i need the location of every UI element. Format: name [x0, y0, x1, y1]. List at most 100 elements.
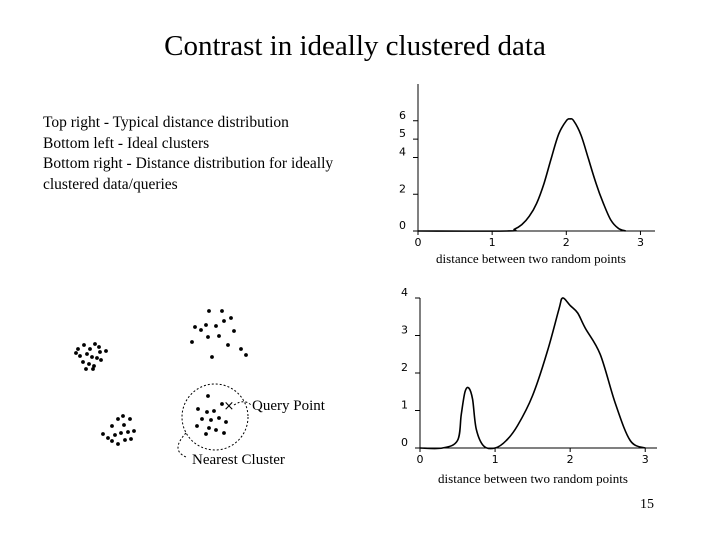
cluster-point [217, 416, 221, 420]
chart-top-y-tick-label: 0 [399, 219, 406, 232]
chart-top-x-tick-label: 3 [637, 236, 644, 249]
cluster-point [104, 349, 108, 353]
cluster-point [87, 362, 91, 366]
chart-bottom-y-tick-label: 1 [401, 399, 408, 412]
cluster-point [95, 356, 99, 360]
query-point-leader [233, 401, 253, 407]
chart-bottom-x-axis-label: distance between two random points [438, 471, 628, 486]
cluster-point [116, 442, 120, 446]
chart-top-x-axis-label: distance between two random points [436, 251, 626, 266]
caption-line-1: Top right - Typical distance distributio… [43, 114, 289, 131]
cluster-point [91, 367, 95, 371]
cluster-point [195, 424, 199, 428]
nearest-cluster-label: Nearest Cluster [192, 452, 285, 468]
chart-bottom-x-tick-label: 0 [417, 453, 424, 466]
cluster-point [220, 402, 224, 406]
cluster-point [220, 309, 224, 313]
chart-bottom-y-tick-label: 3 [401, 324, 408, 337]
cluster-point [110, 424, 114, 428]
nearest-cluster-leader [177, 432, 187, 458]
chart-bottom-y-tick-label: 4 [401, 286, 408, 299]
cluster-point [217, 334, 221, 338]
cluster-point [193, 325, 197, 329]
nearest-cluster-circle [181, 383, 249, 451]
chart-bottom-y-tick-label: 0 [401, 436, 408, 449]
cluster-point [121, 414, 125, 418]
cluster-point [244, 353, 248, 357]
chart-top: 0 1 2 3 0 2 4 5 6 distance between two random po… [399, 84, 655, 266]
cluster-point [126, 430, 130, 434]
chart-top-y-tick-label: 2 [399, 182, 406, 195]
chart-top-x-tick-label: 1 [489, 236, 496, 249]
cluster-point [212, 409, 216, 413]
cluster-point [132, 429, 136, 433]
caption-line-3: Bottom right - Distance distribution for… [43, 155, 334, 172]
cluster-point [98, 350, 102, 354]
cluster-point [123, 438, 127, 442]
chart-bottom: 0 1 2 3 0 1 2 3 4 distance between two random po… [401, 286, 657, 486]
query-point-marker: × [224, 399, 235, 414]
chart-bottom-x-tick-label: 2 [567, 453, 574, 466]
cluster-point [90, 355, 94, 359]
cluster-point [204, 323, 208, 327]
cluster-point [129, 437, 133, 441]
cluster-point [78, 354, 82, 358]
cluster-point [205, 410, 209, 414]
cluster-point [113, 433, 117, 437]
cluster-point [239, 347, 243, 351]
cluster-point [81, 360, 85, 364]
cluster-point [85, 352, 89, 356]
slide-caption: Top right - Typical distance distributio… [43, 113, 373, 195]
cluster-point [200, 417, 204, 421]
cluster-point [196, 407, 200, 411]
cluster-point [92, 364, 96, 368]
chart-bottom-series-line [419, 297, 646, 450]
cluster-point [106, 436, 110, 440]
cluster-point [207, 426, 211, 430]
query-point-label: Query Point [252, 398, 326, 414]
cluster-point [210, 355, 214, 359]
cluster-point [222, 431, 226, 435]
chart-bottom-x-tick-label: 3 [642, 453, 649, 466]
cluster-point [222, 319, 226, 323]
cluster-point [190, 340, 194, 344]
cluster-point [226, 343, 230, 347]
cluster-point [199, 328, 203, 332]
chart-top-y-tick-label: 6 [399, 109, 406, 122]
cluster-point [209, 418, 213, 422]
caption-line-2: Bottom left - Ideal clusters [43, 134, 210, 152]
cluster-point [207, 309, 211, 313]
cluster-point [82, 343, 86, 347]
cluster-point [214, 428, 218, 432]
chart-top-y-tick-label: 5 [399, 127, 406, 140]
cluster-point [119, 431, 123, 435]
cluster-point [99, 358, 103, 362]
cluster-point [229, 316, 233, 320]
chart-bottom-x-tick-label: 1 [492, 453, 499, 466]
cluster-illustration: × Query Point Nearest Cluster [74, 309, 326, 468]
cluster-point [206, 394, 210, 398]
chart-top-x-tick-label: 0 [415, 236, 422, 249]
chart-top-x-tick-label: 2 [563, 236, 570, 249]
cluster-point [224, 420, 228, 424]
cluster-point [97, 345, 101, 349]
chart-bottom-y-tick-label: 2 [401, 361, 408, 374]
cluster-point [232, 329, 236, 333]
cluster-point [74, 351, 78, 355]
chart-top-y-tick-label: 4 [399, 146, 406, 159]
cluster-point [204, 432, 208, 436]
page-number: 15 [640, 497, 654, 512]
cluster-point [128, 417, 132, 421]
slide-title: Contrast in ideally clustered data [164, 30, 546, 62]
cluster-point [101, 432, 105, 436]
cluster-point [84, 367, 88, 371]
cluster-point [116, 417, 120, 421]
chart-top-series-line [417, 117, 626, 232]
cluster-point [110, 439, 114, 443]
cluster-point [122, 423, 126, 427]
cluster-point [88, 347, 92, 351]
cluster-point [206, 335, 210, 339]
cluster-point [93, 342, 97, 346]
caption-line-4: clustered data/queries [43, 175, 178, 193]
